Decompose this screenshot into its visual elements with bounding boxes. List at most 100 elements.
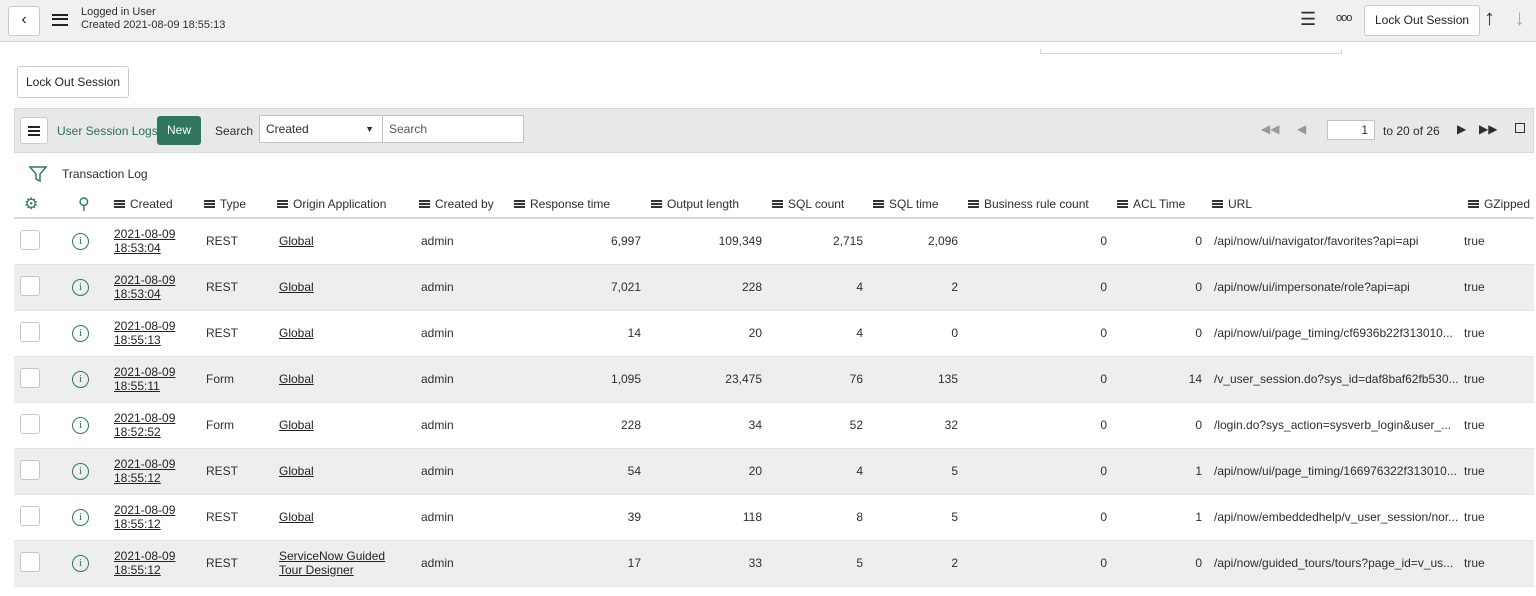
column-header[interactable]: Business rule count	[964, 190, 1113, 218]
column-header[interactable]: SQL count	[768, 190, 869, 218]
settings-icon[interactable]: ☰	[1300, 9, 1316, 30]
column-menu-icon[interactable]	[968, 200, 979, 208]
list-menu[interactable]	[20, 117, 48, 144]
new-button[interactable]: New	[157, 116, 201, 145]
cell-link[interactable]: Global	[279, 510, 314, 524]
cell-link[interactable]: Global	[279, 372, 314, 386]
table-row: i2021-08-09 18:55:13RESTGlobaladmin14204…	[14, 310, 1534, 356]
related-title: Transaction Log	[62, 167, 148, 181]
table-cell: ServiceNow Guided Tour Designer	[273, 540, 415, 586]
checkbox[interactable]	[20, 552, 40, 572]
cell-link[interactable]: 2021-08-09 18:55:12	[114, 457, 175, 485]
checkbox[interactable]	[20, 414, 40, 434]
cell-link[interactable]: Global	[279, 464, 314, 478]
column-header[interactable]: Created	[110, 190, 200, 218]
last-page[interactable]: ▶▶	[1479, 122, 1497, 136]
column-header[interactable]: SQL time	[869, 190, 964, 218]
info-icon[interactable]: i	[72, 509, 89, 526]
form-lock-out-button[interactable]: Lock Out Session	[17, 66, 129, 98]
cell-text: true	[1464, 280, 1485, 294]
cell-link[interactable]: Global	[279, 418, 314, 432]
checkbox-cell	[14, 218, 66, 264]
cell-text: /api/now/ui/impersonate/role?api=api	[1214, 280, 1410, 294]
cell-text: /login.do?sys_action=sysverb_login&user_…	[1214, 418, 1451, 432]
page-input[interactable]: 1	[1327, 120, 1375, 140]
column-menu-icon[interactable]	[772, 200, 783, 208]
column-header[interactable]: Type	[200, 190, 273, 218]
column-header[interactable]: ACL Time	[1113, 190, 1208, 218]
column-menu-icon[interactable]	[514, 200, 525, 208]
lock-out-button[interactable]: Lock Out Session	[1364, 5, 1480, 36]
column-menu-icon[interactable]	[419, 200, 430, 208]
column-header[interactable]: GZipped	[1458, 190, 1534, 218]
checkbox-cell	[14, 494, 66, 540]
column-header[interactable]: Origin Application	[273, 190, 415, 218]
first-page[interactable]: ◀◀	[1261, 122, 1279, 136]
cell-text: admin	[421, 556, 454, 570]
table-cell: Form	[200, 402, 273, 448]
info-icon[interactable]: i	[72, 371, 89, 388]
table-cell: 20	[647, 310, 768, 356]
column-header[interactable]: Created by	[415, 190, 510, 218]
column-menu-icon[interactable]	[651, 200, 662, 208]
up-arrow[interactable]: ↑	[1484, 5, 1495, 31]
menu-icon[interactable]	[52, 14, 68, 26]
cell-link[interactable]: Global	[279, 280, 314, 294]
column-menu-icon[interactable]	[873, 200, 884, 208]
checkbox[interactable]	[20, 230, 40, 250]
settings-cell[interactable]: ⚙	[14, 190, 66, 218]
cell-link[interactable]: ServiceNow Guided Tour Designer	[279, 549, 385, 577]
cell-link[interactable]: 2021-08-09 18:55:12	[114, 503, 175, 531]
collapse-icon[interactable]	[1515, 123, 1525, 133]
checkbox[interactable]	[20, 460, 40, 480]
info-icon[interactable]: i	[72, 463, 89, 480]
table-cell: Global	[273, 264, 415, 310]
back-button[interactable]: ‹	[8, 6, 40, 36]
checkbox[interactable]	[20, 322, 40, 342]
table-cell: /api/now/ui/page_timing/166976322f313010…	[1208, 448, 1458, 494]
list-title[interactable]: User Session Logs	[57, 124, 158, 138]
info-icon[interactable]: i	[72, 233, 89, 250]
info-icon[interactable]: i	[72, 325, 89, 342]
search-field-select[interactable]: Created▼	[259, 115, 383, 143]
table-cell: 76	[768, 356, 869, 402]
column-header[interactable]: URL	[1208, 190, 1458, 218]
info-icon[interactable]: i	[72, 279, 89, 296]
search-input[interactable]: Search	[382, 115, 524, 143]
down-arrow[interactable]: ↓	[1514, 5, 1525, 31]
column-menu-icon[interactable]	[204, 200, 215, 208]
search-cell[interactable]: ⚲	[66, 190, 110, 218]
column-menu-icon[interactable]	[1468, 200, 1479, 208]
checkbox[interactable]	[20, 506, 40, 526]
cell-link[interactable]: Global	[279, 234, 314, 248]
cell-link[interactable]: 2021-08-09 18:53:04	[114, 273, 175, 301]
table-cell: 5	[768, 540, 869, 586]
more-icon[interactable]: ooo	[1336, 12, 1351, 24]
checkbox[interactable]	[20, 368, 40, 388]
cell-link[interactable]: 2021-08-09 18:55:12	[114, 549, 175, 577]
info-icon[interactable]: i	[72, 555, 89, 572]
cell-link[interactable]: 2021-08-09 18:53:04	[114, 227, 175, 255]
cell-text: 2	[951, 280, 958, 294]
cell-text: 23,475	[725, 372, 762, 386]
column-menu-icon[interactable]	[114, 200, 125, 208]
cell-link[interactable]: 2021-08-09 18:55:11	[114, 365, 175, 393]
column-header[interactable]: Response time	[510, 190, 647, 218]
cell-text: 34	[749, 418, 762, 432]
filter-icon[interactable]	[28, 164, 48, 184]
cell-link[interactable]: Global	[279, 326, 314, 340]
checkbox[interactable]	[20, 276, 40, 296]
column-header[interactable]: Output length	[647, 190, 768, 218]
cell-text: 0	[1100, 234, 1107, 248]
next-page[interactable]: ▶	[1457, 122, 1466, 136]
cell-link[interactable]: 2021-08-09 18:55:13	[114, 319, 175, 347]
column-menu-icon[interactable]	[1117, 200, 1128, 208]
prev-page[interactable]: ◀	[1297, 122, 1306, 136]
page-range: to 20 of 26	[1383, 124, 1440, 138]
info-icon[interactable]: i	[72, 417, 89, 434]
table-cell: 34	[647, 402, 768, 448]
column-menu-icon[interactable]	[277, 200, 288, 208]
cell-link[interactable]: 2021-08-09 18:52:52	[114, 411, 175, 439]
table-row: i2021-08-09 18:55:12RESTGlobaladmin54204…	[14, 448, 1534, 494]
column-menu-icon[interactable]	[1212, 200, 1223, 208]
